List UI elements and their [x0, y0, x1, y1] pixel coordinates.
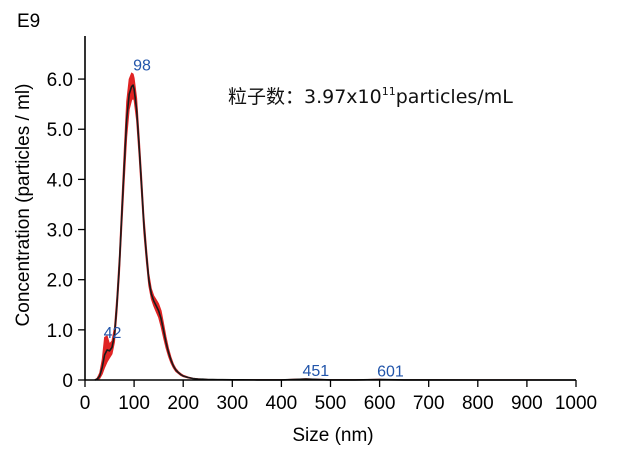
x-tick-label: 100 [118, 393, 150, 414]
y-axis-title: Concentration (particles / ml) [13, 84, 34, 327]
y-multiplier-label: E9 [17, 11, 40, 32]
mean-line-layer [94, 84, 576, 381]
x-tick-label: 600 [364, 393, 396, 414]
x-tick-label: 400 [266, 393, 298, 414]
peak-labels: 42 98 451 601 [104, 58, 404, 381]
x-tick-label: 800 [462, 393, 494, 414]
annotation-exponent: 11 [382, 85, 396, 98]
peak-label: 42 [104, 325, 122, 342]
mean-concentration-line [94, 84, 576, 381]
y-tick-label: 2.0 [47, 271, 73, 292]
y-tick-label: 6.0 [47, 70, 73, 91]
x-ticks: 0 100 200 300 400 500 600 700 800 900 1000 [80, 380, 597, 414]
peak-label: 451 [302, 363, 329, 380]
x-tick-label: 300 [216, 393, 248, 414]
y-tick-label: 1.0 [47, 321, 73, 342]
y-tick-label: 4.0 [47, 170, 73, 191]
x-tick-label: 900 [511, 393, 543, 414]
annotation-suffix: particles/mL [396, 86, 513, 108]
x-tick-label: 1000 [555, 393, 597, 414]
y-tick-label: 3.0 [47, 221, 73, 242]
x-tick-label: 0 [80, 393, 91, 414]
peak-label: 98 [133, 58, 151, 75]
x-tick-label: 700 [413, 393, 445, 414]
peak-label: 601 [377, 363, 404, 380]
confidence-band-layer [93, 72, 577, 381]
particle-count-annotation: 粒子数：3.97x1011particles/mL [228, 85, 513, 108]
confidence-band [93, 72, 577, 381]
y-ticks: 0 1.0 2.0 3.0 4.0 5.0 6.0 [47, 70, 85, 392]
x-axis-title: Size (nm) [292, 425, 373, 446]
x-tick-label: 500 [315, 393, 347, 414]
y-tick-label: 0 [62, 371, 73, 392]
x-tick-label: 200 [167, 393, 199, 414]
annotation-prefix: 粒子数：3.97x10 [228, 86, 382, 108]
y-tick-label: 5.0 [47, 120, 73, 141]
